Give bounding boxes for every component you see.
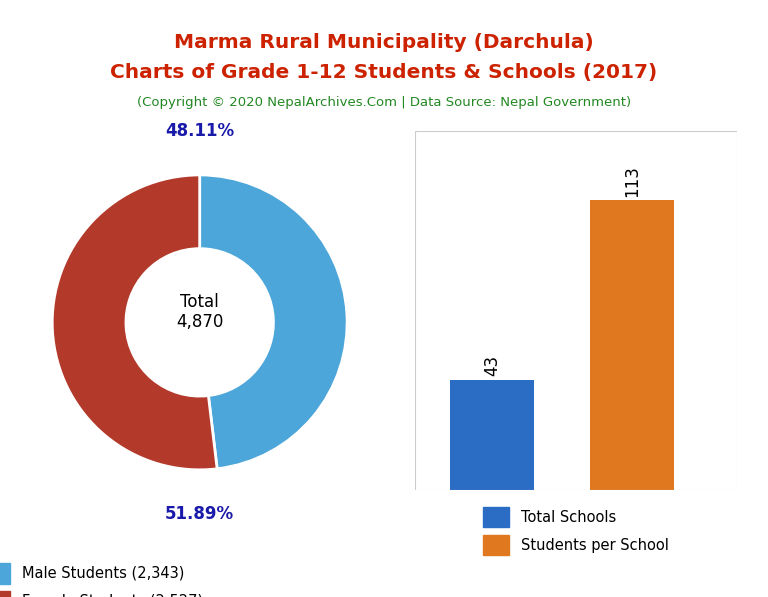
Bar [590,201,674,490]
Text: (Copyright © 2020 NepalArchives.Com | Data Source: Nepal Government): (Copyright © 2020 NepalArchives.Com | Da… [137,96,631,109]
Text: Charts of Grade 1-12 Students & Schools (2017): Charts of Grade 1-12 Students & Schools … [111,63,657,82]
Wedge shape [200,175,347,469]
Text: 51.89%: 51.89% [165,505,234,523]
Wedge shape [52,175,217,470]
Text: 48.11%: 48.11% [165,122,234,140]
Text: Total
4,870: Total 4,870 [176,293,223,331]
Legend: Male Students (2,343), Female Students (2,527): Male Students (2,343), Female Students (… [0,557,209,597]
Text: 43: 43 [483,355,501,376]
Bar [415,131,737,490]
Text: 113: 113 [623,165,641,196]
Bar [450,380,534,490]
Legend: Total Schools, Students per School: Total Schools, Students per School [477,501,675,561]
Text: Marma Rural Municipality (Darchula): Marma Rural Municipality (Darchula) [174,33,594,52]
